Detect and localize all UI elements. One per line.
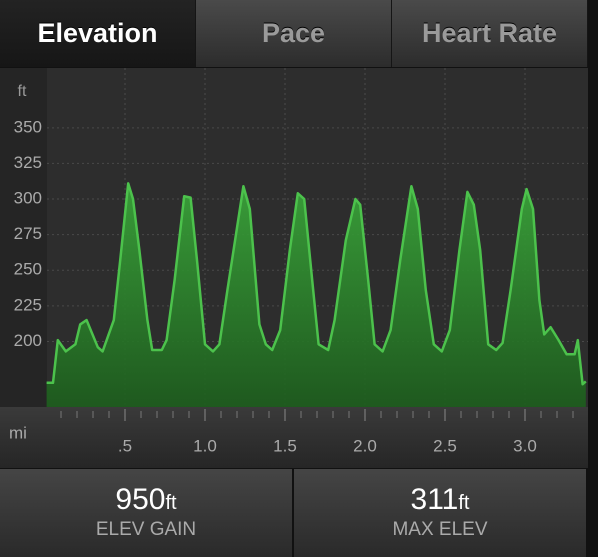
- tab-bar: Elevation Pace Heart Rate: [0, 0, 588, 68]
- line: [46, 182, 587, 386]
- x-tick-label: .5: [118, 436, 132, 455]
- stat-unit: ft: [165, 492, 177, 514]
- stat-label: ELEV GAIN: [95, 519, 197, 540]
- y-tick-label: 350: [14, 117, 42, 136]
- x-axis-panel: [0, 407, 588, 468]
- area: [46, 183, 586, 407]
- y-tick-label: 250: [14, 260, 42, 279]
- y-tick-label: 275: [14, 224, 42, 243]
- stat-label: MAX ELEV: [392, 519, 488, 540]
- x-tick-label: 3.0: [513, 436, 537, 455]
- x-unit: mi: [9, 423, 27, 442]
- stat-number: 950: [115, 483, 166, 516]
- stat-number: 311: [410, 483, 459, 516]
- x-tick-label: 1.5: [273, 436, 297, 455]
- y-tick-label: 225: [14, 295, 42, 314]
- stat-value: 311ft: [294, 483, 586, 517]
- y-unit: ft: [18, 83, 27, 100]
- chart: ft mi 200 225 250 275 300 325 350 .5 1.0 1.5 2.0 2.…: [0, 68, 588, 468]
- tab[interactable]: Pace: [196, 0, 392, 67]
- stat-box: 950ft ELEV GAIN: [0, 468, 294, 557]
- y-axis-panel: [0, 68, 47, 407]
- x-tick-label: 2.0: [353, 436, 377, 455]
- y-tick-label: 200: [14, 331, 42, 350]
- stats-panel: 950ft ELEV GAIN 311ft MAX ELEV: [0, 468, 588, 557]
- x-tick-label: 2.5: [433, 436, 457, 455]
- stat-value: 950ft: [0, 483, 292, 517]
- tab[interactable]: Elevation: [0, 0, 196, 67]
- y-tick-label: 300: [14, 189, 42, 208]
- tab[interactable]: Heart Rate: [392, 0, 588, 67]
- x-tick-label: 1.0: [193, 436, 217, 455]
- stat-unit: ft: [458, 492, 470, 514]
- y-tick-label: 325: [14, 153, 42, 172]
- stat-box: 311ft MAX ELEV: [294, 468, 588, 557]
